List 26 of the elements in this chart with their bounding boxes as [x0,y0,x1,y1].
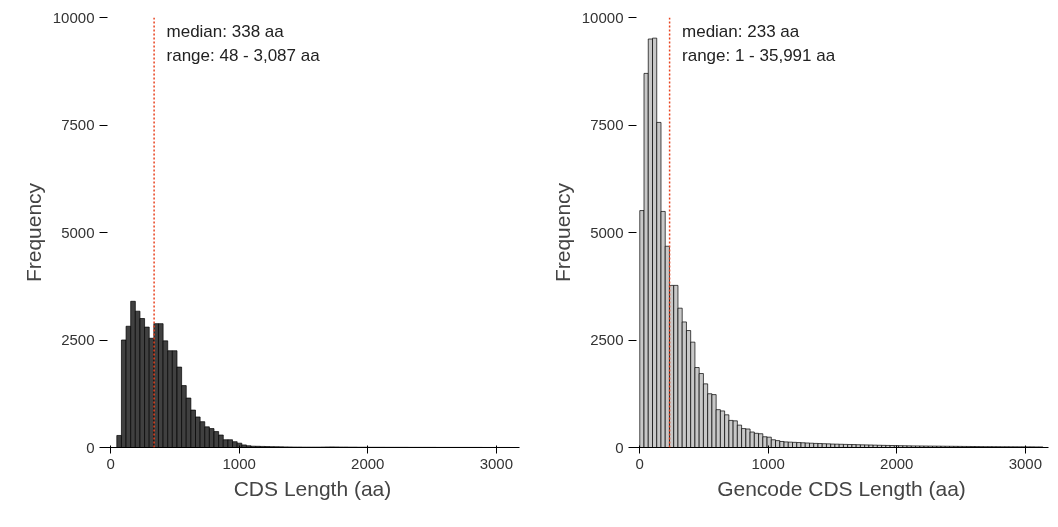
y-tick-label: 5000 [61,223,95,241]
x-tick-label: 0 [635,454,644,472]
x-tick-label: 1000 [222,454,256,472]
y-axis-title: Frequency [21,182,45,283]
y-axis-title: Frequency [550,182,574,283]
y-tick-label: 5000 [590,223,624,241]
x-tick-label: 0 [106,454,115,472]
x-tick-label: 2000 [351,454,385,472]
y-tick-label: 10000 [52,8,95,26]
y-tick-label: 10000 [581,8,624,26]
x-tick-label: 3000 [479,454,514,472]
y-tick-label: 0 [86,438,95,456]
x-axis-title: CDS Length (aa) [233,476,392,500]
annotation: range: 1 - 35,991 aa [682,45,836,65]
x-axis-title: Gencode CDS Length (aa) [717,476,966,500]
annotation: median: 338 aa [166,21,285,41]
y-tick-label: 2500 [61,331,95,348]
y-tick-label: 2500 [590,331,624,348]
x-tick-label: 1000 [751,454,785,472]
y-tick-label: 0 [615,438,624,456]
x-tick-label: 3000 [1008,454,1043,472]
x-tick-label: 2000 [880,454,914,472]
y-tick-label: 7500 [61,116,95,133]
annotation: range: 48 - 3,087 aa [166,45,321,65]
annotation: median: 233 aa [682,21,800,41]
y-tick-label: 7500 [590,116,624,133]
